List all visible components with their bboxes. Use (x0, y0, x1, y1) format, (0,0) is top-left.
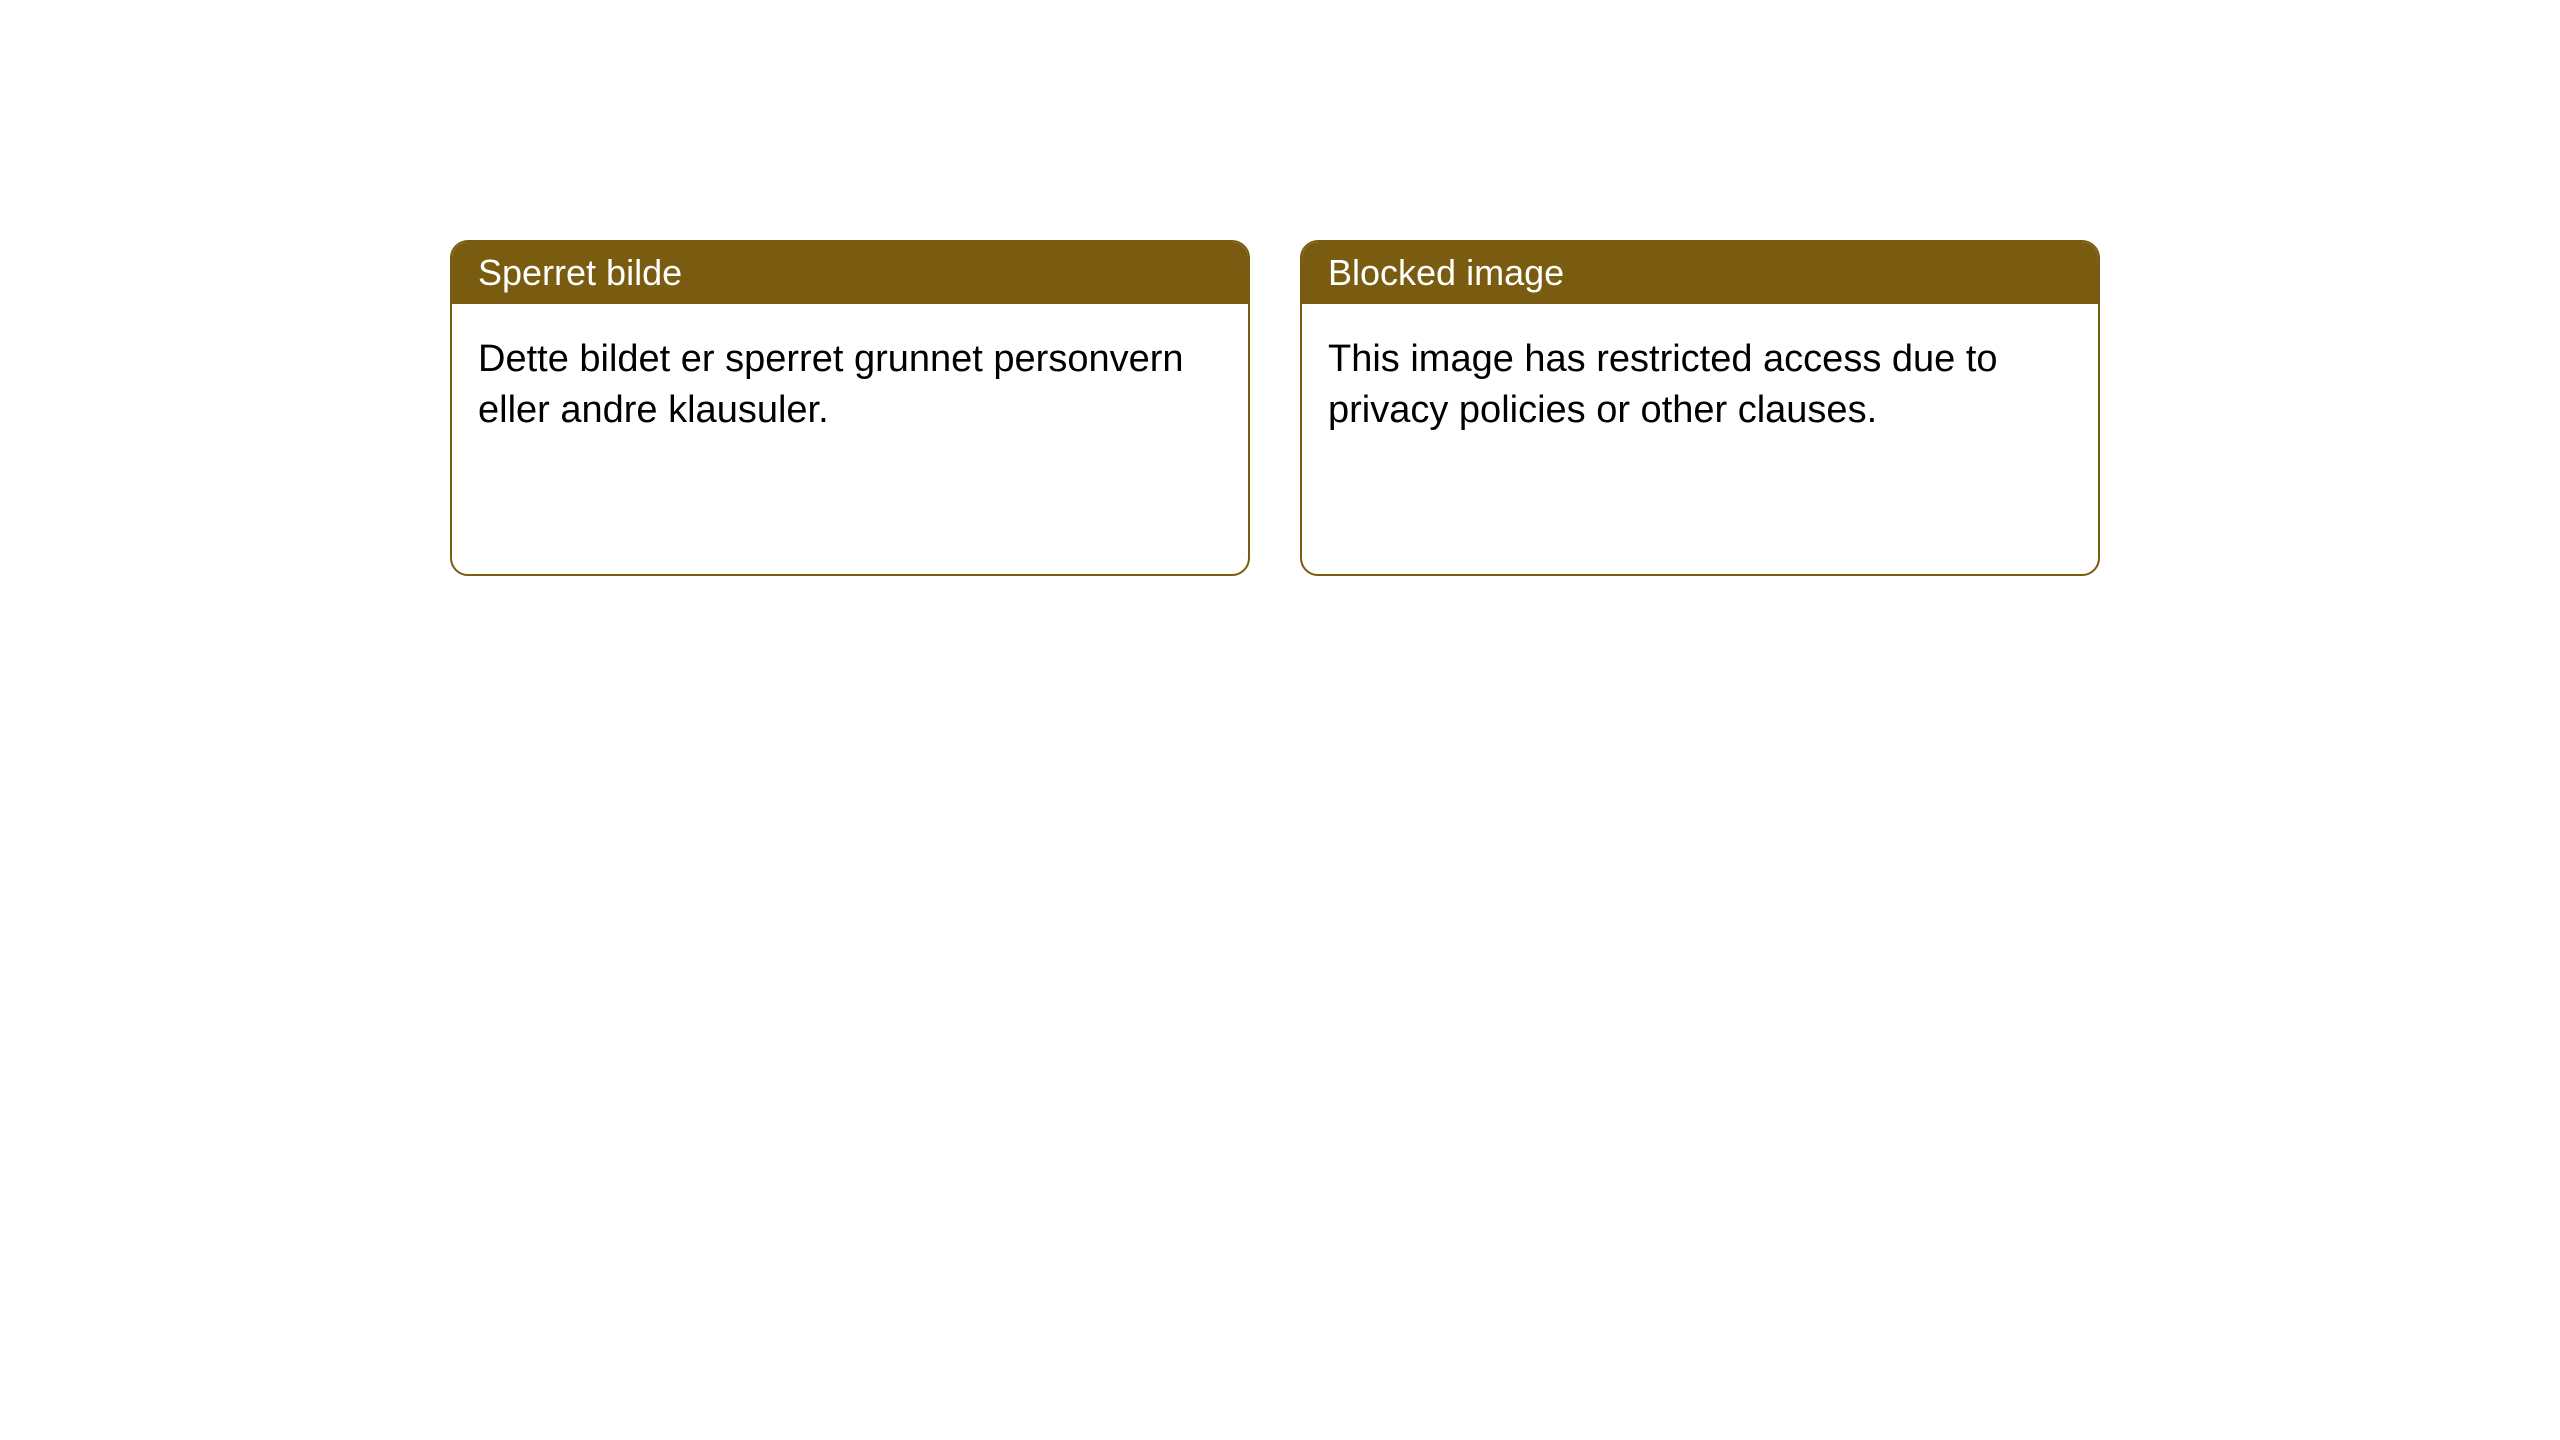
card-header-en: Blocked image (1302, 242, 2098, 304)
card-body-no: Dette bildet er sperret grunnet personve… (452, 304, 1248, 574)
card-text-no: Dette bildet er sperret grunnet personve… (478, 338, 1184, 431)
cards-container: Sperret bilde Dette bildet er sperret gr… (0, 0, 2560, 576)
card-title-en: Blocked image (1328, 252, 1564, 293)
blocked-image-card-no: Sperret bilde Dette bildet er sperret gr… (450, 240, 1250, 576)
card-text-en: This image has restricted access due to … (1328, 338, 1998, 431)
card-header-no: Sperret bilde (452, 242, 1248, 304)
blocked-image-card-en: Blocked image This image has restricted … (1300, 240, 2100, 576)
card-body-en: This image has restricted access due to … (1302, 304, 2098, 574)
card-title-no: Sperret bilde (478, 252, 682, 293)
